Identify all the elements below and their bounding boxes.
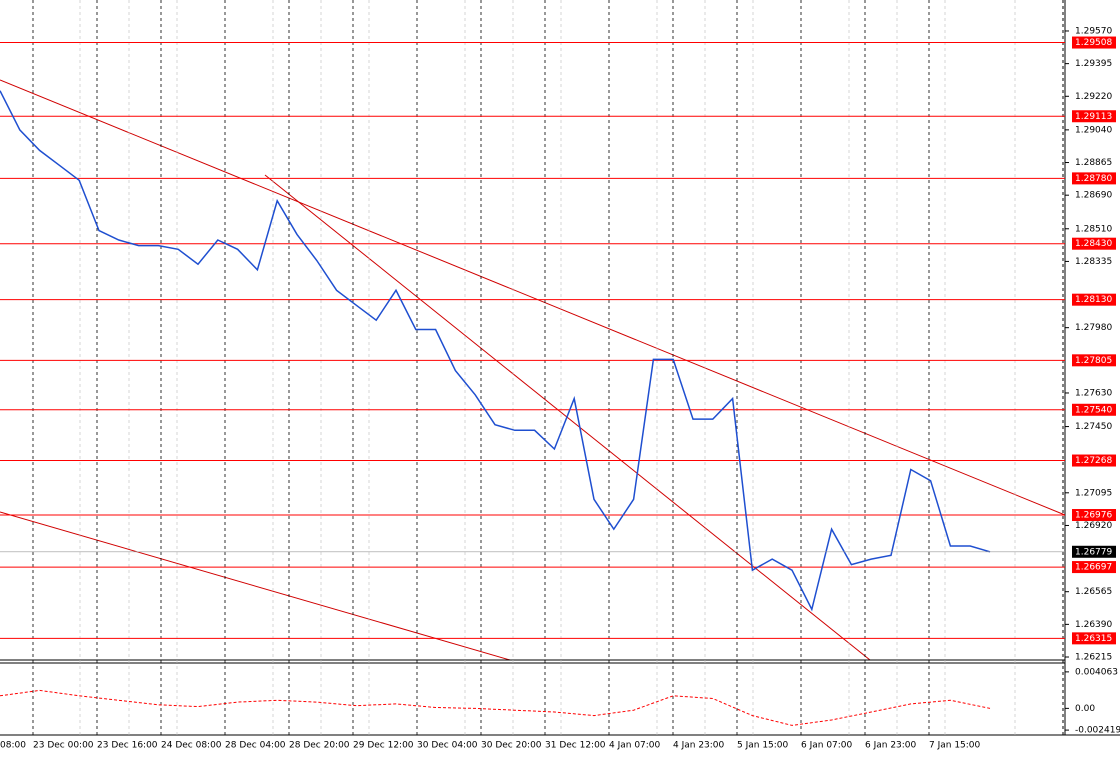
level-label: 1.27268 — [1075, 456, 1112, 466]
y-tick-label: 1.26920 — [1075, 521, 1112, 531]
x-tick-label: 23 Dec 16:00 — [97, 741, 158, 751]
x-tick-label: 6 Jan 23:00 — [865, 741, 917, 751]
x-tick-label: 23 Dec 00:00 — [33, 741, 94, 751]
y-tick-label: 1.28510 — [1075, 224, 1112, 234]
y-tick-label: 1.26565 — [1075, 587, 1112, 597]
current-price-label: 1.26779 — [1075, 547, 1112, 557]
x-tick-label: 7 Jan 15:00 — [929, 741, 981, 751]
osc-tick-label: 0.00 — [1075, 704, 1095, 714]
x-tick-label: 31 Dec 12:00 — [545, 741, 606, 751]
level-label-bg — [1072, 172, 1116, 185]
level-label-bg — [1072, 509, 1116, 522]
x-tick-label: 28 Dec 04:00 — [225, 741, 286, 751]
y-tick-label: 1.27630 — [1075, 388, 1112, 398]
x-tick-label: 29 Dec 12:00 — [353, 741, 414, 751]
level-label-bg — [1072, 632, 1116, 645]
y-tick-label: 1.27980 — [1075, 323, 1112, 333]
level-label: 1.28430 — [1075, 239, 1112, 249]
level-label: 1.28130 — [1075, 295, 1112, 305]
y-tick-label: 1.26215 — [1075, 653, 1112, 663]
level-label: 1.29113 — [1075, 112, 1112, 122]
y-tick-label: 1.27450 — [1075, 422, 1112, 432]
level-label: 1.26315 — [1075, 634, 1112, 644]
osc-tick-label: -0.002419 — [1075, 726, 1120, 736]
trendline — [0, 79, 1066, 516]
x-tick-label: 30 Dec 04:00 — [417, 741, 478, 751]
level-label: 1.29508 — [1075, 38, 1112, 48]
level-label-bg — [1072, 561, 1116, 574]
x-tick-label: 28 Dec 20:00 — [289, 741, 350, 751]
osc-tick-label: 0.004063 — [1075, 667, 1118, 677]
current-price-bg — [1072, 545, 1116, 558]
trendline — [0, 511, 511, 661]
x-tick-label: 24 Dec 08:00 — [161, 741, 222, 751]
level-label-bg — [1072, 454, 1116, 467]
level-label-bg — [1072, 293, 1116, 306]
level-label-bg — [1072, 110, 1116, 123]
level-label-bg — [1072, 403, 1116, 416]
y-tick-label: 1.29395 — [1075, 59, 1112, 69]
level-label-bg — [1072, 36, 1116, 49]
y-tick-label: 1.29040 — [1075, 125, 1112, 135]
y-tick-label: 1.27095 — [1075, 488, 1112, 498]
level-label: 1.26697 — [1075, 563, 1112, 573]
y-tick-label: 1.28865 — [1075, 158, 1112, 168]
price-line — [0, 90, 991, 612]
osc-signal — [0, 689, 991, 726]
y-tick-label: 1.28335 — [1075, 257, 1112, 267]
x-tick-label: 5 Jan 15:00 — [737, 741, 789, 751]
level-label-bg — [1072, 354, 1116, 367]
x-tick-label: 4 Jan 07:00 — [609, 741, 661, 751]
x-tick-label: 6 Jan 07:00 — [801, 741, 853, 751]
x-tick-label: 4 Jan 23:00 — [673, 741, 725, 751]
y-tick-label: 1.28690 — [1075, 191, 1112, 201]
y-tick-label: 1.26390 — [1075, 620, 1112, 630]
x-tick-label: 30 Dec 20:00 — [481, 741, 542, 751]
level-label: 1.28780 — [1075, 174, 1112, 184]
level-label: 1.27540 — [1075, 405, 1112, 415]
level-label-bg — [1072, 237, 1116, 250]
y-tick-label: 1.29570 — [1075, 26, 1112, 36]
level-label: 1.26976 — [1075, 511, 1112, 521]
y-tick-label: 1.29220 — [1075, 92, 1112, 102]
level-label: 1.27805 — [1075, 356, 1112, 366]
x-tick-label: 08:00 — [0, 741, 26, 751]
